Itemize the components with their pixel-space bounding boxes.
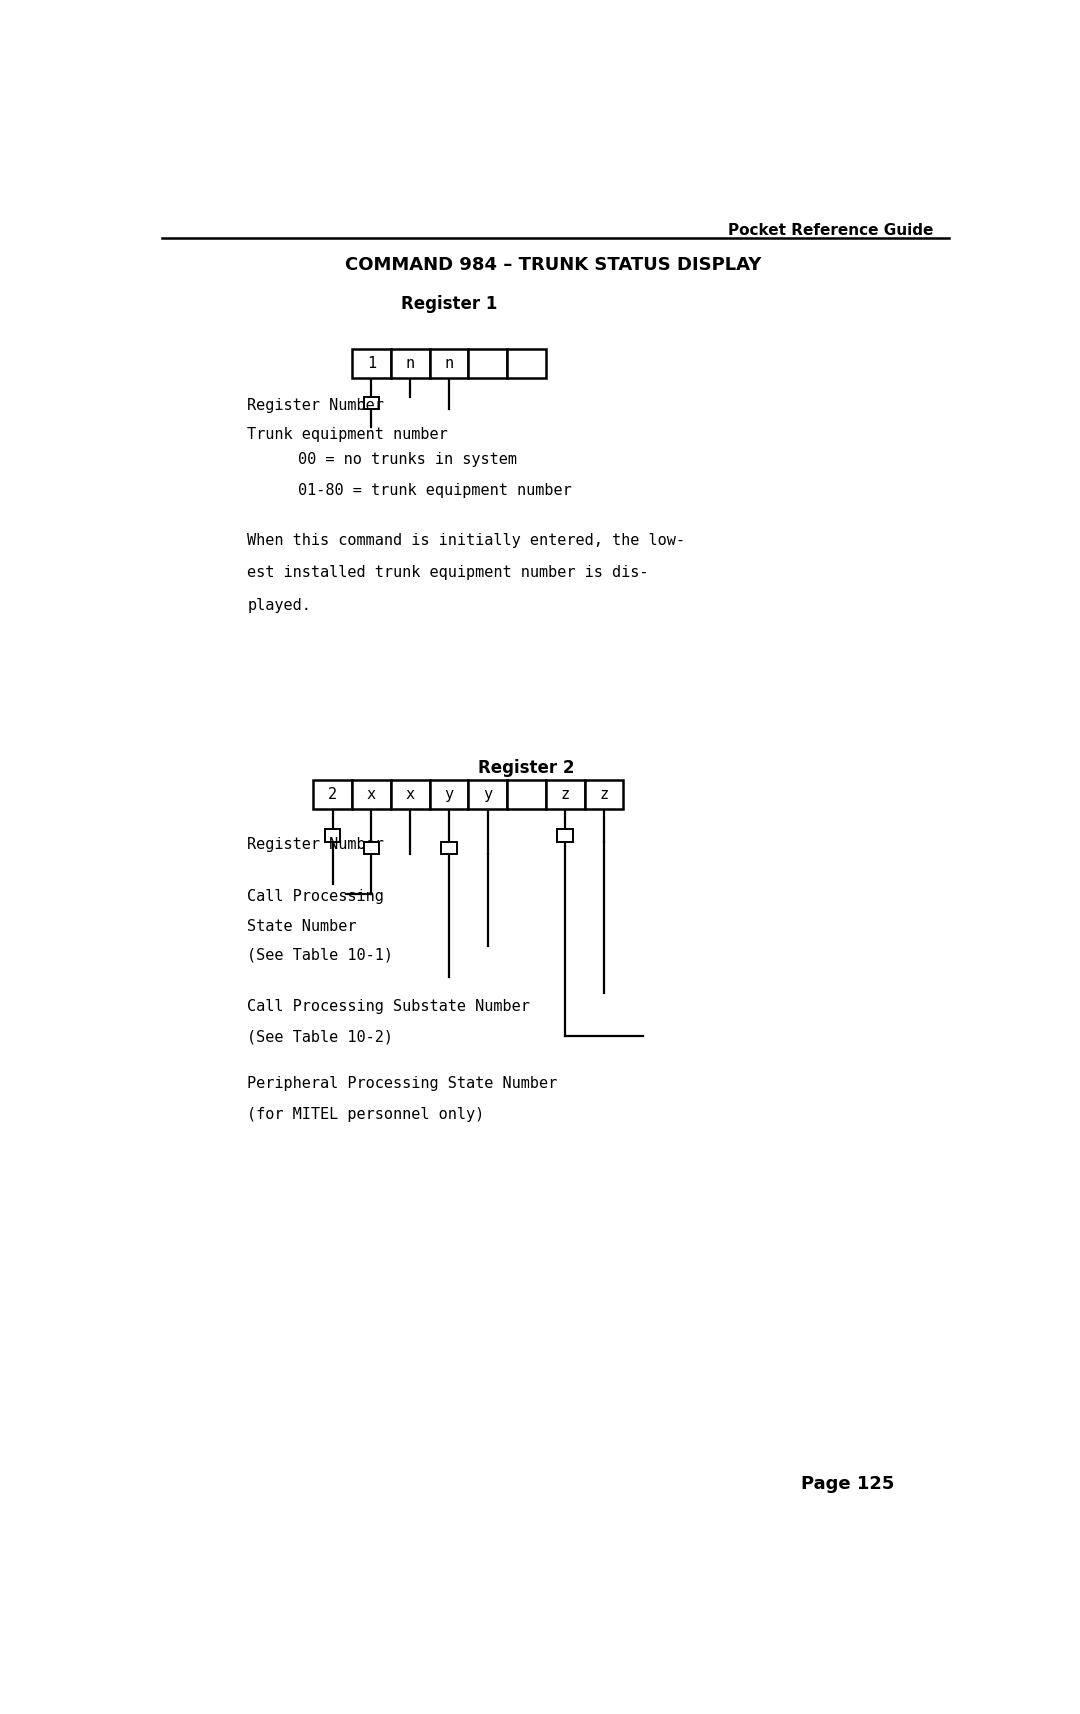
Text: (See Table 10-2): (See Table 10-2) — [247, 1030, 393, 1044]
Text: x: x — [406, 787, 415, 802]
Text: n: n — [444, 357, 454, 370]
Text: (See Table 10-1): (See Table 10-1) — [247, 948, 393, 963]
Text: z: z — [561, 787, 569, 802]
Text: Call Processing Substate Number: Call Processing Substate Number — [247, 999, 530, 1013]
Bar — [325, 830, 340, 842]
Text: Register 2: Register 2 — [478, 759, 575, 778]
Bar — [313, 780, 352, 809]
Text: Register 1: Register 1 — [401, 295, 497, 314]
Text: 01-80 = trunk equipment number: 01-80 = trunk equipment number — [298, 483, 571, 497]
Text: 2: 2 — [328, 787, 337, 802]
Text: y: y — [444, 787, 454, 802]
Text: (for MITEL personnel only): (for MITEL personnel only) — [247, 1107, 485, 1121]
Text: est installed trunk equipment number is dis-: est installed trunk equipment number is … — [247, 566, 649, 581]
Bar — [391, 780, 430, 809]
Text: 1: 1 — [367, 357, 376, 370]
Text: State Number: State Number — [247, 919, 356, 934]
Bar — [545, 780, 584, 809]
Text: Page 125: Page 125 — [801, 1476, 894, 1493]
Bar — [469, 780, 507, 809]
Text: Pocket Reference Guide: Pocket Reference Guide — [728, 223, 933, 238]
Text: When this command is initially entered, the low-: When this command is initially entered, … — [247, 533, 686, 548]
Text: n: n — [406, 357, 415, 370]
Text: y: y — [483, 787, 492, 802]
Text: Register Number: Register Number — [247, 398, 384, 413]
Text: COMMAND 984 – TRUNK STATUS DISPLAY: COMMAND 984 – TRUNK STATUS DISPLAY — [346, 257, 761, 274]
Text: x: x — [367, 787, 376, 802]
Bar — [507, 780, 545, 809]
Bar — [391, 350, 430, 379]
Bar — [469, 350, 507, 379]
Bar — [584, 780, 623, 809]
Bar — [352, 350, 391, 379]
Text: played.: played. — [247, 598, 311, 612]
Bar — [352, 780, 391, 809]
Bar — [430, 350, 469, 379]
Bar — [441, 842, 457, 854]
Bar — [430, 780, 469, 809]
Text: Peripheral Processing State Number: Peripheral Processing State Number — [247, 1076, 557, 1090]
Text: Trunk equipment number: Trunk equipment number — [247, 427, 448, 442]
Text: Register Number: Register Number — [247, 836, 384, 852]
Text: z: z — [599, 787, 608, 802]
Bar — [557, 830, 572, 842]
Bar — [364, 842, 379, 854]
Bar — [507, 350, 545, 379]
Text: Call Processing: Call Processing — [247, 890, 384, 905]
Bar — [364, 396, 379, 410]
Text: 00 = no trunks in system: 00 = no trunks in system — [298, 452, 516, 468]
